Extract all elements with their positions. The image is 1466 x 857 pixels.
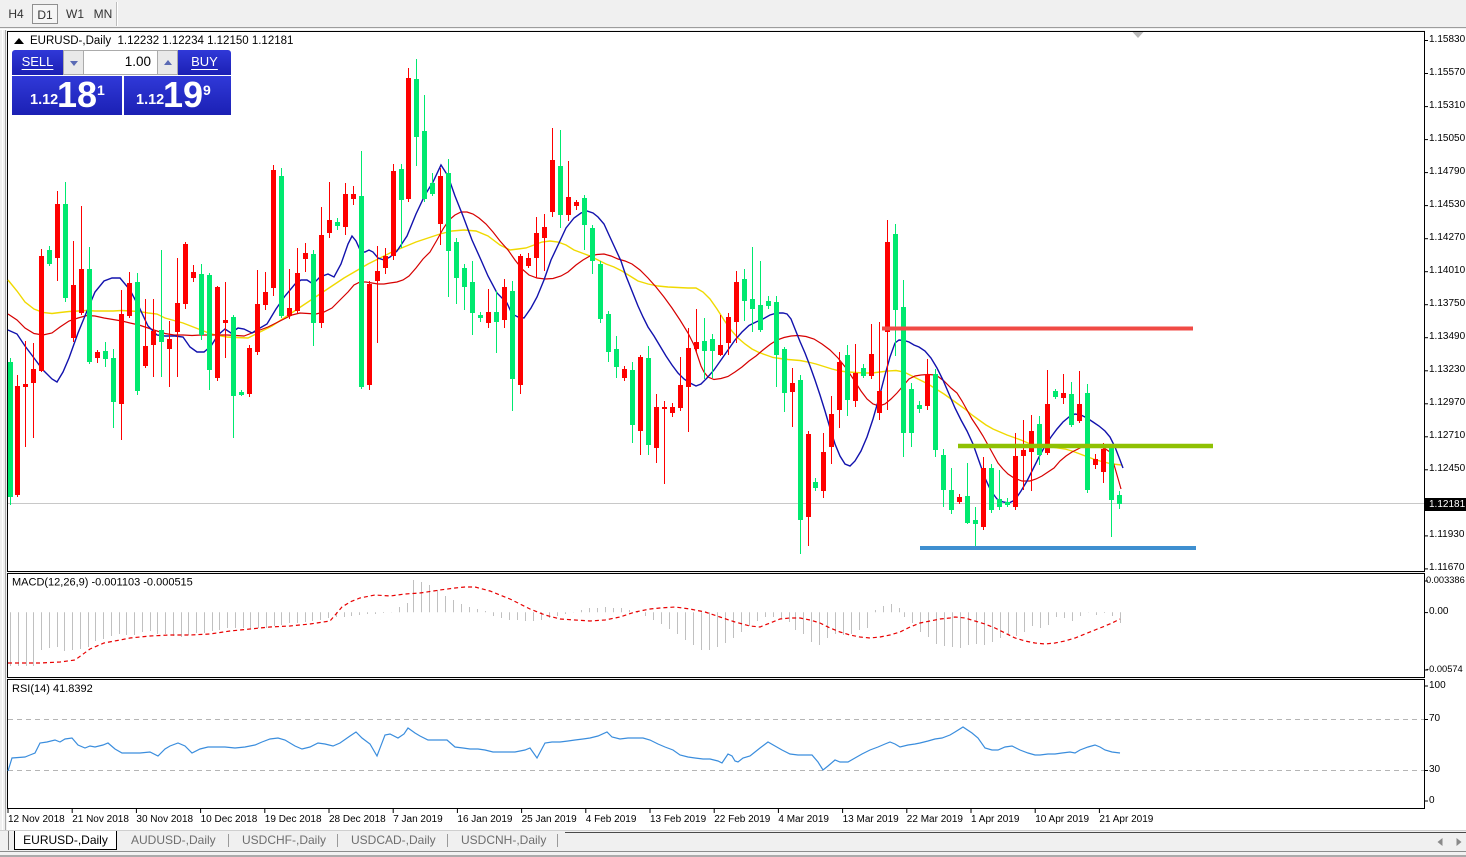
svg-text:MACD(12,26,9) -0.001103 -0.000: MACD(12,26,9) -0.001103 -0.000515 <box>12 577 193 589</box>
svg-text:RSI(14) 41.8392: RSI(14) 41.8392 <box>12 683 93 695</box>
